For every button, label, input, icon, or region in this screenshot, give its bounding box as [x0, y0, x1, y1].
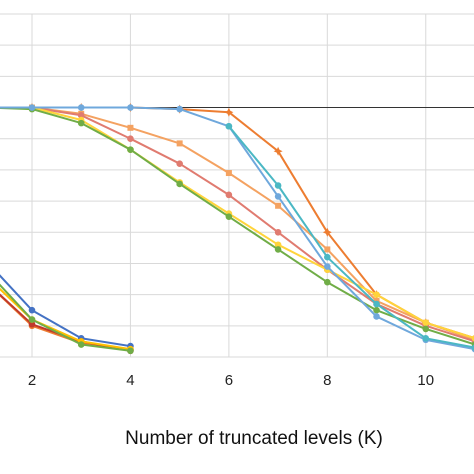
- x-tick-label: 4: [126, 372, 134, 389]
- data-point: [422, 325, 430, 333]
- data-point: [324, 246, 331, 253]
- data-point: [274, 182, 282, 189]
- data-point: [373, 291, 380, 298]
- data-point: [324, 253, 331, 261]
- series-line: [0, 283, 131, 352]
- data-point: [373, 313, 380, 320]
- data-point: [373, 306, 380, 314]
- data-point: [324, 278, 331, 286]
- data-point: [28, 316, 36, 323]
- data-point: [127, 124, 134, 131]
- data-point: [77, 119, 85, 127]
- data-point: [224, 107, 234, 117]
- data-point: [274, 241, 282, 249]
- data-point: [77, 341, 85, 348]
- data-point: [28, 104, 36, 111]
- series-10: [0, 287, 134, 353]
- x-tick-label: 6: [225, 372, 233, 389]
- x-tick-label: 10: [417, 372, 434, 389]
- data-point: [324, 263, 331, 270]
- data-point: [127, 135, 134, 143]
- data-point: [225, 170, 232, 177]
- data-point: [322, 227, 332, 237]
- grid-lines: [0, 13, 474, 358]
- series-6: [225, 122, 474, 351]
- series-line: [0, 106, 474, 341]
- data-point: [225, 213, 233, 220]
- data-point: [471, 335, 474, 342]
- data-point: [471, 344, 474, 351]
- data-point: [275, 202, 282, 209]
- data-point: [422, 334, 430, 342]
- data-point: [422, 319, 430, 327]
- data-point: [274, 193, 282, 200]
- data-point: [77, 112, 85, 119]
- data-point: [127, 104, 134, 111]
- series-line: [0, 106, 474, 343]
- data-point: [274, 246, 282, 253]
- x-axis-tick-labels: 2 4 6 8 10: [28, 372, 434, 389]
- data-point: [176, 160, 183, 167]
- x-tick-label: 2: [28, 372, 36, 389]
- data-point: [176, 140, 183, 147]
- series-4: [0, 105, 474, 348]
- series-group: [0, 103, 474, 355]
- x-tick-label: 8: [323, 372, 331, 389]
- data-point: [127, 146, 134, 153]
- series-11: [0, 283, 134, 355]
- data-point: [373, 300, 380, 308]
- data-point: [28, 320, 36, 328]
- data-point: [225, 191, 233, 199]
- data-point: [274, 228, 282, 236]
- series-line: [0, 274, 131, 348]
- data-point: [28, 306, 36, 314]
- series-1: [0, 104, 474, 343]
- series-line: [32, 106, 474, 340]
- data-point: [225, 122, 233, 130]
- series-line: [228, 125, 474, 349]
- data-point: [176, 105, 183, 113]
- data-point: [77, 104, 85, 111]
- x-axis-title: Number of truncated levels (K): [125, 428, 383, 449]
- data-point: [273, 146, 283, 156]
- series-line: [0, 287, 131, 351]
- data-point: [127, 347, 134, 355]
- data-point: [176, 180, 183, 188]
